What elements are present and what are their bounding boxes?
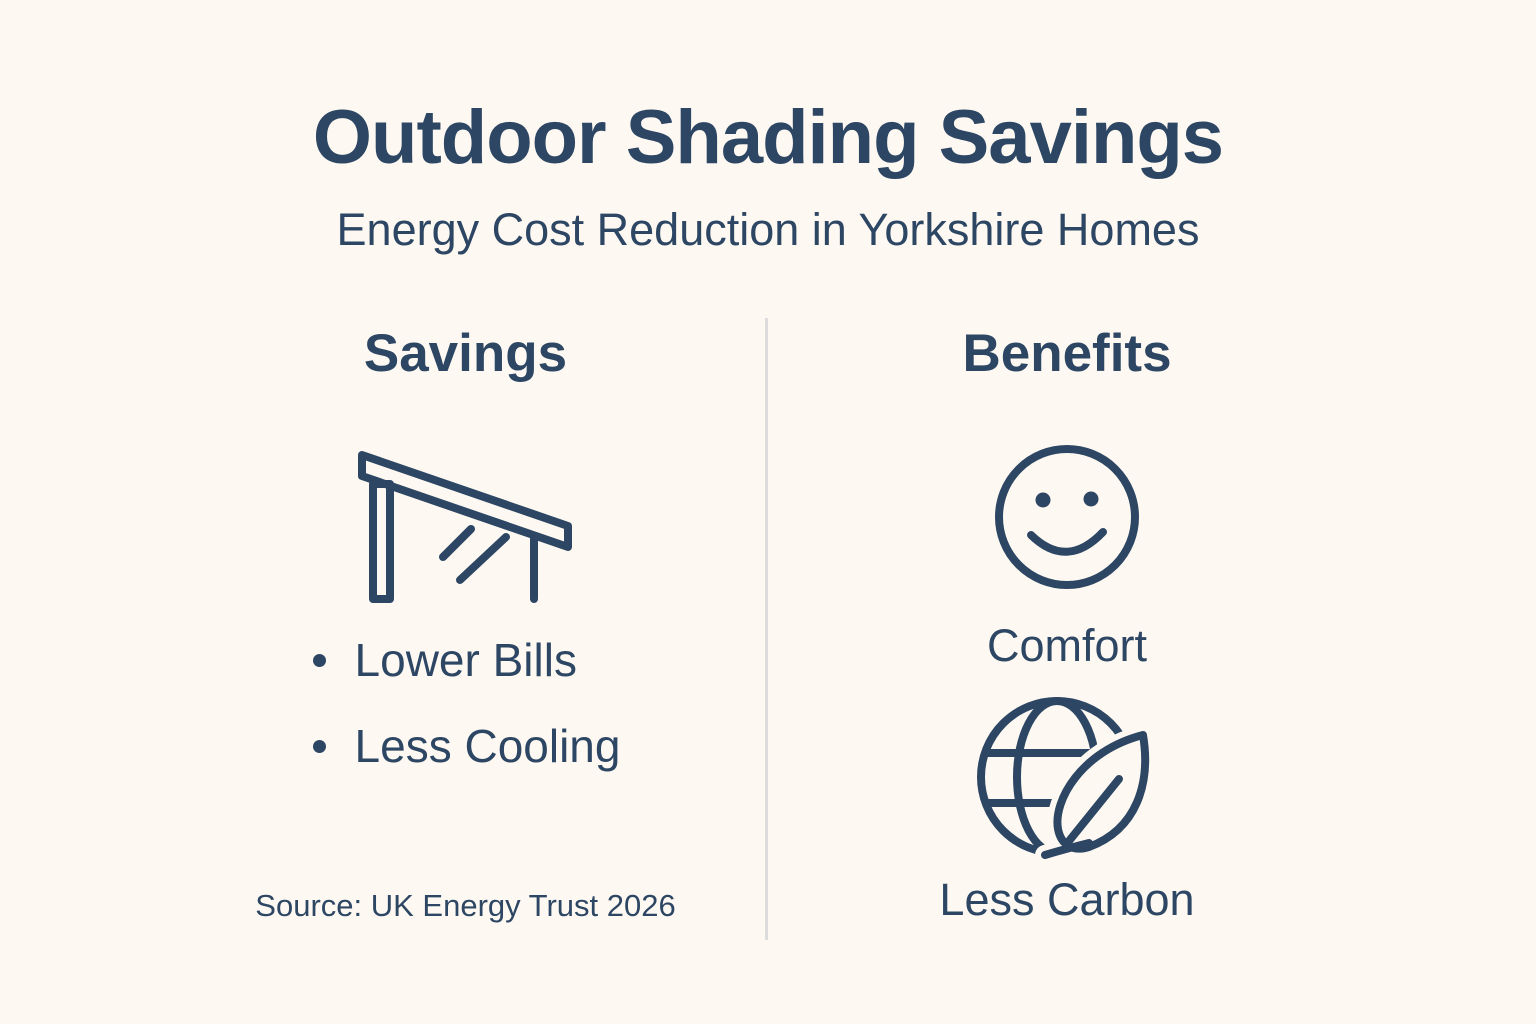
savings-column: Savings Lower Bills Less Cooling bbox=[0, 318, 765, 940]
list-item-label: Lower Bills bbox=[354, 633, 577, 686]
header: Outdoor Shading Savings Energy Cost Redu… bbox=[0, 0, 1536, 257]
smiley-face-icon bbox=[991, 443, 1143, 595]
savings-list: Lower Bills Less Cooling bbox=[311, 631, 621, 777]
page-title: Outdoor Shading Savings bbox=[312, 95, 1224, 180]
source-note: Source: UK Energy Trust 2026 bbox=[255, 887, 676, 923]
benefit-label-less-carbon: Less Carbon bbox=[939, 873, 1195, 925]
globe-leaf-icon bbox=[977, 696, 1157, 865]
awning-icon bbox=[358, 447, 573, 605]
column-divider bbox=[765, 318, 768, 940]
savings-heading: Savings bbox=[363, 324, 568, 383]
benefits-heading: Benefits bbox=[962, 324, 1172, 383]
content-area: Savings Lower Bills Less Cooling bbox=[0, 318, 1536, 940]
page-subtitle: Energy Cost Reduction in Yorkshire Homes bbox=[336, 204, 1200, 256]
benefits-column: Benefits Comfort bbox=[768, 318, 1536, 940]
list-item-less-cooling: Less Cooling bbox=[311, 717, 621, 777]
benefit-label-comfort: Comfort bbox=[986, 619, 1148, 671]
list-item-lower-bills: Lower Bills bbox=[311, 631, 621, 691]
list-item-label: Less Cooling bbox=[354, 719, 621, 772]
